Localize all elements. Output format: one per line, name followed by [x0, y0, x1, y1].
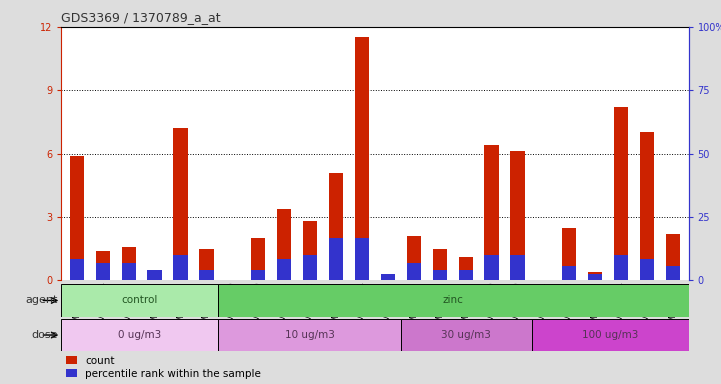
Text: 100 ug/m3: 100 ug/m3: [582, 330, 638, 340]
Text: agent: agent: [25, 295, 58, 306]
Bar: [173, 128, 187, 280]
Text: 30 ug/m3: 30 ug/m3: [441, 330, 491, 340]
Bar: [433, 270, 447, 280]
Bar: [588, 272, 602, 280]
Bar: [510, 152, 525, 280]
Bar: [96, 251, 110, 280]
Bar: [303, 221, 317, 280]
Bar: [666, 234, 680, 280]
Text: 10 ug/m3: 10 ug/m3: [285, 330, 335, 340]
Bar: [562, 227, 577, 280]
Text: dose: dose: [31, 330, 58, 340]
Bar: [407, 263, 421, 280]
Bar: [407, 236, 421, 280]
Bar: [459, 257, 473, 280]
Bar: [218, 319, 401, 351]
Bar: [666, 266, 680, 280]
Bar: [614, 255, 628, 280]
Text: control: control: [122, 295, 158, 306]
Bar: [485, 255, 499, 280]
Bar: [251, 270, 265, 280]
Bar: [199, 249, 213, 280]
Bar: [61, 319, 218, 351]
Bar: [70, 259, 84, 280]
Bar: [122, 263, 136, 280]
Bar: [588, 274, 602, 280]
Text: 0 ug/m3: 0 ug/m3: [118, 330, 162, 340]
Bar: [640, 132, 654, 280]
Bar: [122, 247, 136, 280]
Bar: [173, 255, 187, 280]
Bar: [640, 259, 654, 280]
Bar: [614, 107, 628, 280]
Bar: [148, 270, 162, 280]
Bar: [277, 209, 291, 280]
Bar: [510, 255, 525, 280]
Text: GDS3369 / 1370789_a_at: GDS3369 / 1370789_a_at: [61, 12, 221, 25]
Bar: [199, 270, 213, 280]
Bar: [251, 238, 265, 280]
Bar: [355, 238, 369, 280]
Bar: [562, 266, 577, 280]
Bar: [96, 263, 110, 280]
Bar: [381, 274, 395, 280]
Legend: count, percentile rank within the sample: count, percentile rank within the sample: [66, 356, 261, 379]
Bar: [303, 255, 317, 280]
Bar: [70, 156, 84, 280]
Bar: [355, 38, 369, 280]
Bar: [381, 274, 395, 280]
Bar: [433, 249, 447, 280]
Bar: [277, 259, 291, 280]
Bar: [61, 284, 218, 317]
Bar: [329, 173, 343, 280]
Bar: [218, 284, 689, 317]
Bar: [401, 319, 531, 351]
Bar: [531, 319, 689, 351]
Text: zinc: zinc: [443, 295, 464, 306]
Bar: [485, 145, 499, 280]
Bar: [459, 270, 473, 280]
Bar: [329, 238, 343, 280]
